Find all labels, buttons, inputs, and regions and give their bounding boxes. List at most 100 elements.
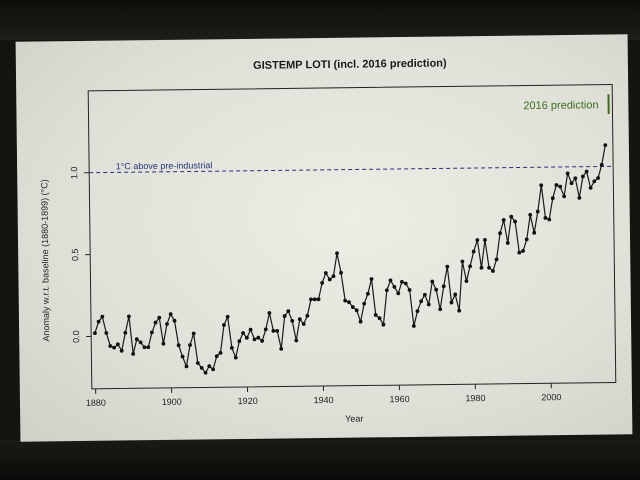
line-chart: GISTEMP LOTI (incl. 2016 prediction) 188…: [39, 57, 617, 424]
data-point: [441, 284, 446, 289]
data-point: [271, 329, 276, 333]
data-point: [191, 331, 196, 336]
chart-title: GISTEMP LOTI (incl. 2016 prediction): [253, 57, 447, 71]
x-tick-label: 1900: [162, 397, 182, 407]
data-point: [392, 285, 397, 289]
data-point: [422, 292, 427, 297]
data-point: [320, 280, 325, 285]
data-point: [430, 279, 435, 284]
data-point: [384, 288, 389, 293]
data-point: [592, 179, 597, 184]
data-point: [400, 279, 404, 284]
data-point: [115, 342, 120, 347]
data-point: [96, 319, 101, 324]
data-point: [365, 291, 370, 296]
data-point: [286, 309, 291, 314]
data-point: [199, 365, 204, 370]
data-point: [577, 195, 582, 200]
data-point: [282, 314, 287, 318]
x-axis-label: Year: [345, 414, 363, 424]
data-point: [260, 339, 265, 343]
data-point: [354, 308, 359, 313]
data-point: [176, 343, 181, 348]
data-point: [93, 331, 97, 336]
data-point: [294, 338, 299, 343]
data-point: [108, 344, 113, 348]
data-point: [241, 331, 245, 335]
data-point: [131, 352, 136, 356]
data-point: [569, 181, 574, 186]
projection-screen: GISTEMP LOTI (incl. 2016 prediction) 188…: [15, 34, 633, 442]
data-point: [195, 361, 200, 365]
data-point: [347, 300, 351, 305]
data-point: [244, 335, 249, 340]
data-point: [471, 249, 476, 254]
data-point: [532, 230, 537, 235]
data-point: [411, 324, 416, 328]
data-point: [460, 259, 465, 264]
data-point: [222, 323, 226, 327]
data-point: [396, 291, 401, 296]
data-point: [123, 330, 128, 335]
data-point: [112, 345, 117, 350]
data-point: [146, 345, 151, 350]
data-point: [603, 143, 608, 148]
x-tick-label: 1940: [314, 395, 334, 405]
data-point: [237, 339, 242, 344]
data-point: [207, 364, 212, 369]
data-point: [539, 183, 544, 188]
data-point: [327, 277, 332, 282]
data-point: [491, 269, 495, 273]
data-point: [172, 318, 177, 323]
data-point: [388, 278, 393, 283]
data-point: [248, 327, 253, 332]
series-line: [94, 145, 606, 374]
data-point: [415, 309, 420, 314]
data-point: [211, 367, 216, 372]
data-point: [449, 300, 454, 305]
data-point: [290, 318, 295, 323]
x-tick-label: 2000: [541, 392, 561, 402]
data-point: [104, 331, 109, 335]
data-point: [403, 281, 408, 286]
x-tick-label: 1980: [465, 393, 485, 403]
data-point: [373, 313, 378, 317]
x-tick-label: 1880: [86, 398, 106, 408]
data-point: [256, 335, 261, 340]
data-point: [362, 301, 367, 306]
data-point: [550, 196, 555, 201]
data-point: [434, 287, 439, 292]
y-tick-label: 0.5: [70, 248, 80, 261]
data-point: [100, 314, 105, 319]
data-point: [180, 354, 185, 359]
data-point: [521, 249, 525, 253]
data-point: [214, 354, 219, 359]
data-point: [524, 237, 529, 242]
data-point: [464, 279, 469, 284]
axes: 1880 1900 1920 1940 1960 1980 2000 0.0 0.5 1.0: [69, 167, 561, 408]
data-point: [339, 270, 343, 275]
room-background-top: [0, 0, 640, 40]
data-point: [343, 298, 348, 303]
data-point: [138, 340, 143, 345]
data-point: [252, 337, 257, 342]
data-point: [184, 364, 189, 369]
room-background-bottom: [0, 440, 640, 480]
prediction-label: 2016 prediction: [523, 99, 598, 112]
data-point: [453, 292, 458, 297]
data-point: [323, 271, 328, 275]
data-point: [505, 241, 510, 245]
data-point: [316, 297, 321, 302]
data-point: [233, 355, 238, 360]
data-point: [263, 327, 268, 332]
data-point: [267, 311, 272, 315]
data-point: [445, 264, 450, 269]
data-point: [225, 314, 230, 319]
data-point: [134, 337, 139, 342]
data-point: [580, 174, 585, 179]
data-point: [599, 162, 604, 167]
data-point: [487, 265, 491, 270]
data-point: [165, 322, 169, 326]
data-point: [275, 329, 280, 333]
y-tick-label: 0.0: [71, 330, 81, 343]
